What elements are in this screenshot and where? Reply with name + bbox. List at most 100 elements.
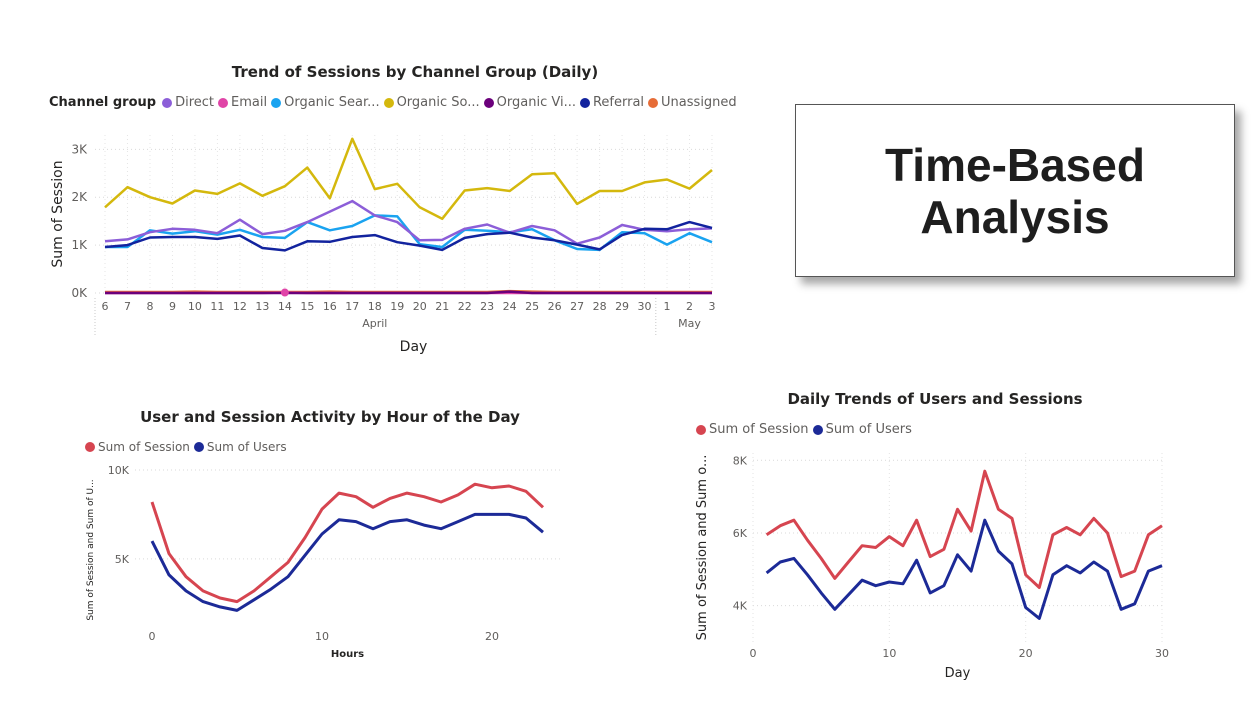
x-tick-label: 20	[413, 300, 427, 313]
x-axis-label: Day	[945, 666, 971, 681]
x-tick-label: 20	[485, 630, 499, 643]
x-tick-label: 23	[480, 300, 494, 313]
legend-item[interactable]: Organic So...	[383, 95, 480, 110]
legend-marker	[85, 442, 95, 452]
hourly-activity-plot: 5K 10K 0 10 20 Hours Sum of Session and Sum of…	[86, 464, 560, 660]
x-tick-label: 7	[124, 300, 131, 313]
legend-marker	[812, 424, 823, 435]
legend-marker	[483, 97, 494, 108]
legend-item[interactable]: Unassigned	[648, 95, 737, 110]
page-title-box: Time-Based Analysis	[795, 104, 1235, 277]
x-axis-label: Day	[400, 339, 428, 355]
series-line-direct	[104, 199, 713, 245]
series-line-sum-of-users	[150, 512, 544, 612]
series-line-sum-of-session	[765, 469, 1163, 589]
x-tick-label: 0	[750, 647, 757, 660]
legend-label: Sum of Users	[206, 440, 287, 454]
chart-legend: Sum of Session Sum of Users	[696, 422, 916, 437]
chart-title: Trend of Sessions by Channel Group (Dail…	[231, 63, 599, 81]
x-tick-label: 28	[593, 300, 607, 313]
legend-marker	[383, 97, 394, 108]
month-label: April	[362, 317, 387, 330]
x-tick-label: 21	[435, 300, 449, 313]
legend-marker	[162, 97, 173, 108]
y-tick-label: 0K	[71, 286, 88, 300]
y-tick-label: 8K	[733, 454, 748, 467]
legend-marker	[648, 97, 659, 108]
legend-marker	[218, 97, 229, 108]
x-tick-label: 17	[345, 300, 359, 313]
x-tick-label: 25	[525, 300, 539, 313]
legend-item[interactable]: Organic Sear...	[271, 95, 380, 110]
x-tick-label: 3	[709, 300, 716, 313]
x-tick-label: 26	[548, 300, 562, 313]
legend-label: Sum of Users	[825, 422, 912, 437]
y-axis-label: Sum of Session	[50, 160, 66, 267]
series-line-sum-of-users	[765, 518, 1163, 620]
legend-item[interactable]: Sum of Users	[193, 440, 287, 454]
daily-trends-chart: Daily Trends of Users and Sessions Sum o…	[690, 380, 1180, 690]
x-tick-label: 9	[169, 300, 176, 313]
y-tick-label: 2K	[71, 190, 88, 204]
chart-title: User and Session Activity by Hour of the…	[140, 408, 520, 426]
daily-trends-plot: 4K 6K 8K 0 10 20 30 Day Sum of Session and Sum o…	[695, 453, 1169, 681]
legend-marker	[696, 424, 706, 435]
chart-title: Daily Trends of Users and Sessions	[787, 390, 1083, 408]
legend-label: Unassigned	[661, 95, 737, 110]
x-tick-label: 12	[233, 300, 247, 313]
legend-item[interactable]: Sum of Session	[696, 422, 809, 437]
x-tick-label: 24	[503, 300, 517, 313]
x-tick-label: 29	[615, 300, 629, 313]
legend-label: Organic Vi...	[496, 95, 576, 110]
x-tick-label: 10	[188, 300, 202, 313]
legend-label: Email	[231, 95, 268, 110]
channel-trend-chart: Trend of Sessions by Channel Group (Dail…	[40, 55, 770, 365]
chart-legend: Channel group Direct Email Organic Sear...…	[49, 95, 741, 110]
series-line-organic-vi-	[105, 290, 712, 295]
x-tick-label: 27	[570, 300, 584, 313]
series-line-referral	[104, 220, 713, 252]
email-point-marker	[280, 288, 289, 297]
series-line-sum-of-session	[150, 482, 545, 604]
x-tick-label: 16	[323, 300, 337, 313]
x-tick-label: 18	[368, 300, 382, 313]
legend-label: Sum of Session	[709, 422, 809, 437]
y-axis-label: Sum of Session and Sum o...	[695, 455, 710, 641]
legend-label: Organic So...	[396, 95, 480, 110]
x-tick-label: 0	[149, 630, 156, 643]
x-tick-label: 1	[664, 300, 671, 313]
legend-item[interactable]: Sum of Session	[85, 440, 190, 454]
x-tick-label: 6	[102, 300, 109, 313]
month-label: May	[678, 317, 701, 330]
x-tick-label: 10	[315, 630, 329, 643]
x-tick-label: 15	[300, 300, 314, 313]
page-title: Time-Based Analysis	[885, 138, 1145, 243]
x-axis-label: Hours	[331, 649, 364, 660]
legend-marker	[579, 97, 590, 108]
x-tick-label: 30	[638, 300, 652, 313]
y-tick-label: 5K	[115, 553, 130, 566]
x-tick-label: 13	[255, 300, 269, 313]
x-tick-label: 19	[390, 300, 404, 313]
x-tick-label: 22	[458, 300, 472, 313]
series-line-organic-so-	[104, 137, 713, 221]
legend-title: Channel group	[49, 95, 157, 110]
y-tick-label: 3K	[71, 142, 88, 156]
legend-item[interactable]: Organic Vi...	[483, 95, 576, 110]
legend-item[interactable]: Email	[218, 95, 267, 110]
x-tick-label: 11	[210, 300, 224, 313]
legend-item[interactable]: Direct	[162, 95, 214, 110]
x-tick-label: 14	[278, 300, 292, 313]
legend-marker	[271, 97, 282, 108]
legend-label: Referral	[592, 95, 645, 110]
x-tick-label: 20	[1019, 647, 1033, 660]
legend-label: Sum of Session	[98, 440, 190, 454]
legend-item[interactable]: Referral	[579, 95, 645, 110]
x-tick-label: 2	[686, 300, 693, 313]
y-tick-label: 4K	[733, 600, 748, 613]
x-tick-label: 8	[146, 300, 153, 313]
legend-item[interactable]: Sum of Users	[812, 422, 912, 437]
y-tick-label: 10K	[108, 464, 130, 477]
x-tick-label: 30	[1155, 647, 1169, 660]
hourly-activity-chart: User and Session Activity by Hour of the…	[75, 400, 585, 670]
